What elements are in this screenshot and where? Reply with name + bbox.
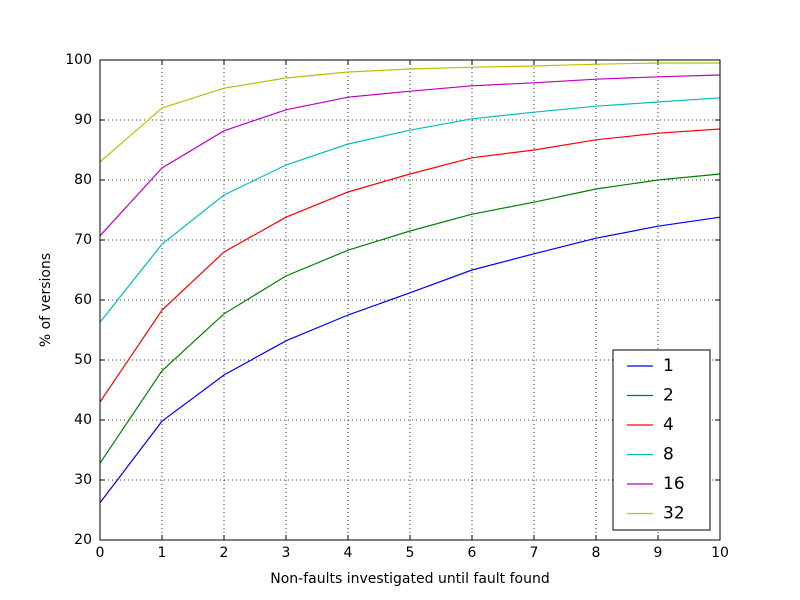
legend-label: 1 — [663, 356, 674, 376]
series-line — [99, 173, 721, 464]
y-tick-label: 30 — [74, 472, 92, 488]
y-tick-label: 70 — [74, 232, 92, 248]
legend-label: 32 — [663, 504, 685, 524]
x-tick-label: 4 — [344, 545, 353, 561]
series-line — [99, 74, 721, 237]
x-tick-label: 7 — [530, 545, 539, 561]
y-tick-label: 40 — [74, 412, 92, 428]
series-line — [99, 97, 721, 323]
y-tick-label: 60 — [74, 292, 92, 308]
y-tick-label: 100 — [65, 52, 92, 68]
plot-frame — [99, 59, 721, 541]
series-line — [99, 62, 720, 163]
x-tick-label: 5 — [406, 545, 415, 561]
x-tick-label: 9 — [654, 545, 663, 561]
y-tick-label: 90 — [74, 112, 92, 128]
y-axis-label: % of versions — [38, 253, 54, 347]
x-tick-label: 1 — [158, 545, 167, 561]
series-line — [99, 128, 721, 403]
x-tick-label: 10 — [711, 545, 729, 561]
x-axis-label: Non-faults investigated until fault foun… — [270, 571, 550, 587]
y-tick-label: 80 — [74, 172, 92, 188]
legend-label: 16 — [663, 474, 685, 494]
series-line — [99, 216, 721, 504]
x-tick-label: 0 — [96, 545, 105, 561]
y-tick-label: 20 — [74, 532, 92, 548]
legend-box — [612, 349, 711, 531]
legend-label: 8 — [663, 445, 674, 465]
x-tick-label: 2 — [220, 545, 229, 561]
x-tick-label: 3 — [282, 545, 291, 561]
legend-label: 4 — [663, 415, 674, 435]
legend-label: 2 — [663, 386, 674, 406]
x-tick-label: 8 — [592, 545, 601, 561]
x-tick-label: 6 — [468, 545, 477, 561]
y-tick-label: 50 — [74, 352, 92, 368]
